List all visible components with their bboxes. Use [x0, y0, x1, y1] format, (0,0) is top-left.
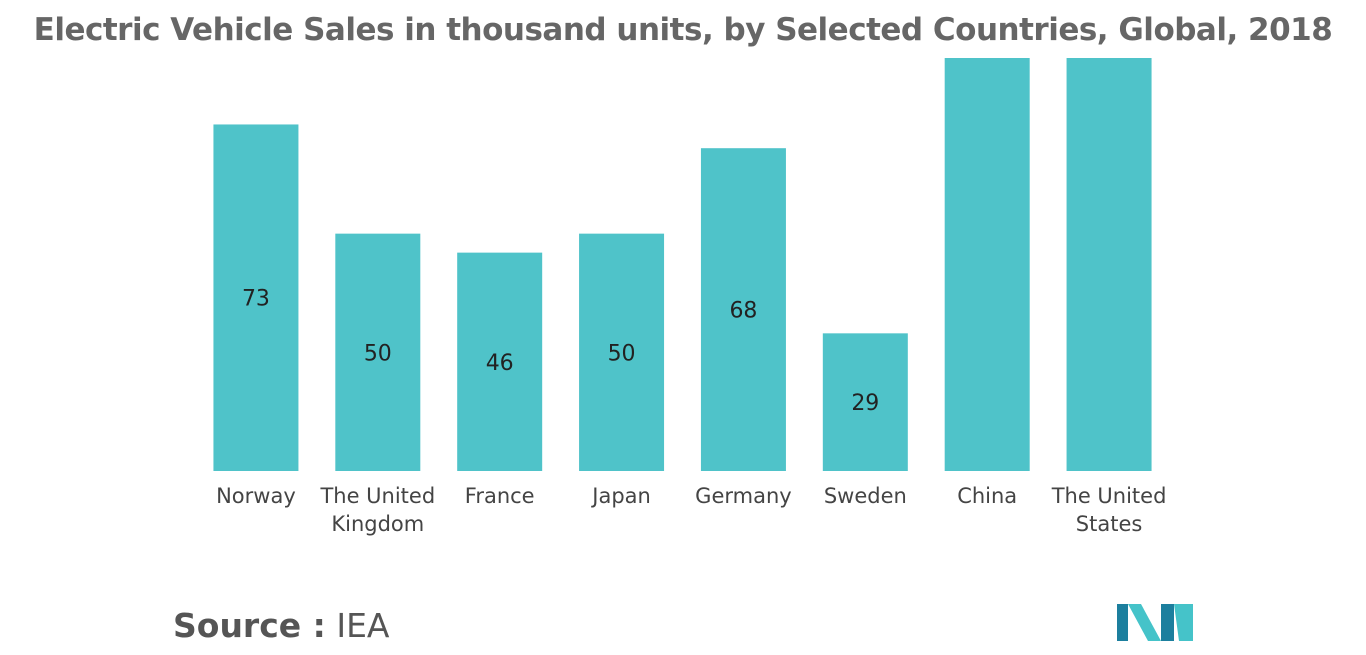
source-value: IEA — [336, 606, 390, 645]
bar-chart: 73 50 46 50 68 29 Norway The United Kingdom Fran… — [213, 58, 1166, 536]
bar-japan — [579, 233, 665, 471]
bar-the-united-kingdom — [335, 233, 421, 471]
data-labels-layer: 73 50 46 50 68 29 — [242, 287, 879, 416]
data-label: 68 — [729, 299, 757, 324]
bar-sweden — [822, 333, 908, 471]
source-note: Source : IEA — [173, 606, 390, 645]
bar-germany — [700, 148, 786, 471]
x-tick-label-line: France — [465, 484, 535, 508]
data-label: 73 — [242, 287, 270, 312]
bars-layer — [213, 58, 1152, 471]
x-tick-label-line: The United — [1051, 484, 1167, 508]
chart-title: Electric Vehicle Sales in thousand units… — [33, 12, 1333, 48]
x-axis-tick-labels: Norway The United Kingdom France Japan German… — [216, 484, 1166, 536]
x-tick-label-line: China — [957, 484, 1017, 508]
x-tick-label: The United States — [1051, 484, 1167, 536]
x-tick-label: China — [957, 484, 1017, 508]
x-tick-label-line: States — [1076, 512, 1143, 536]
x-tick-label-line: Japan — [590, 484, 651, 508]
x-tick-label: Norway — [216, 484, 296, 508]
x-tick-label: Sweden — [824, 484, 907, 508]
x-tick-label: The United Kingdom — [319, 484, 435, 536]
x-tick-label-line: Kingdom — [331, 512, 424, 536]
x-tick-label-line: Germany — [695, 484, 792, 508]
x-tick-label: Germany — [695, 484, 792, 508]
bar-france — [457, 252, 543, 471]
company-logo-icon — [1117, 604, 1193, 641]
x-tick-label-line: Sweden — [824, 484, 907, 508]
data-label: 29 — [851, 391, 879, 416]
source-label: Source : — [173, 606, 326, 645]
x-tick-label-line: The United — [319, 484, 435, 508]
x-tick-label: Japan — [590, 484, 651, 508]
bar-the-united-states — [1066, 58, 1152, 471]
bar-norway — [213, 124, 299, 471]
x-tick-label-line: Norway — [216, 484, 296, 508]
bar-china — [944, 58, 1030, 471]
data-label: 46 — [486, 351, 514, 376]
data-label: 50 — [608, 341, 636, 366]
x-tick-label: France — [465, 484, 535, 508]
data-label: 50 — [364, 341, 392, 366]
